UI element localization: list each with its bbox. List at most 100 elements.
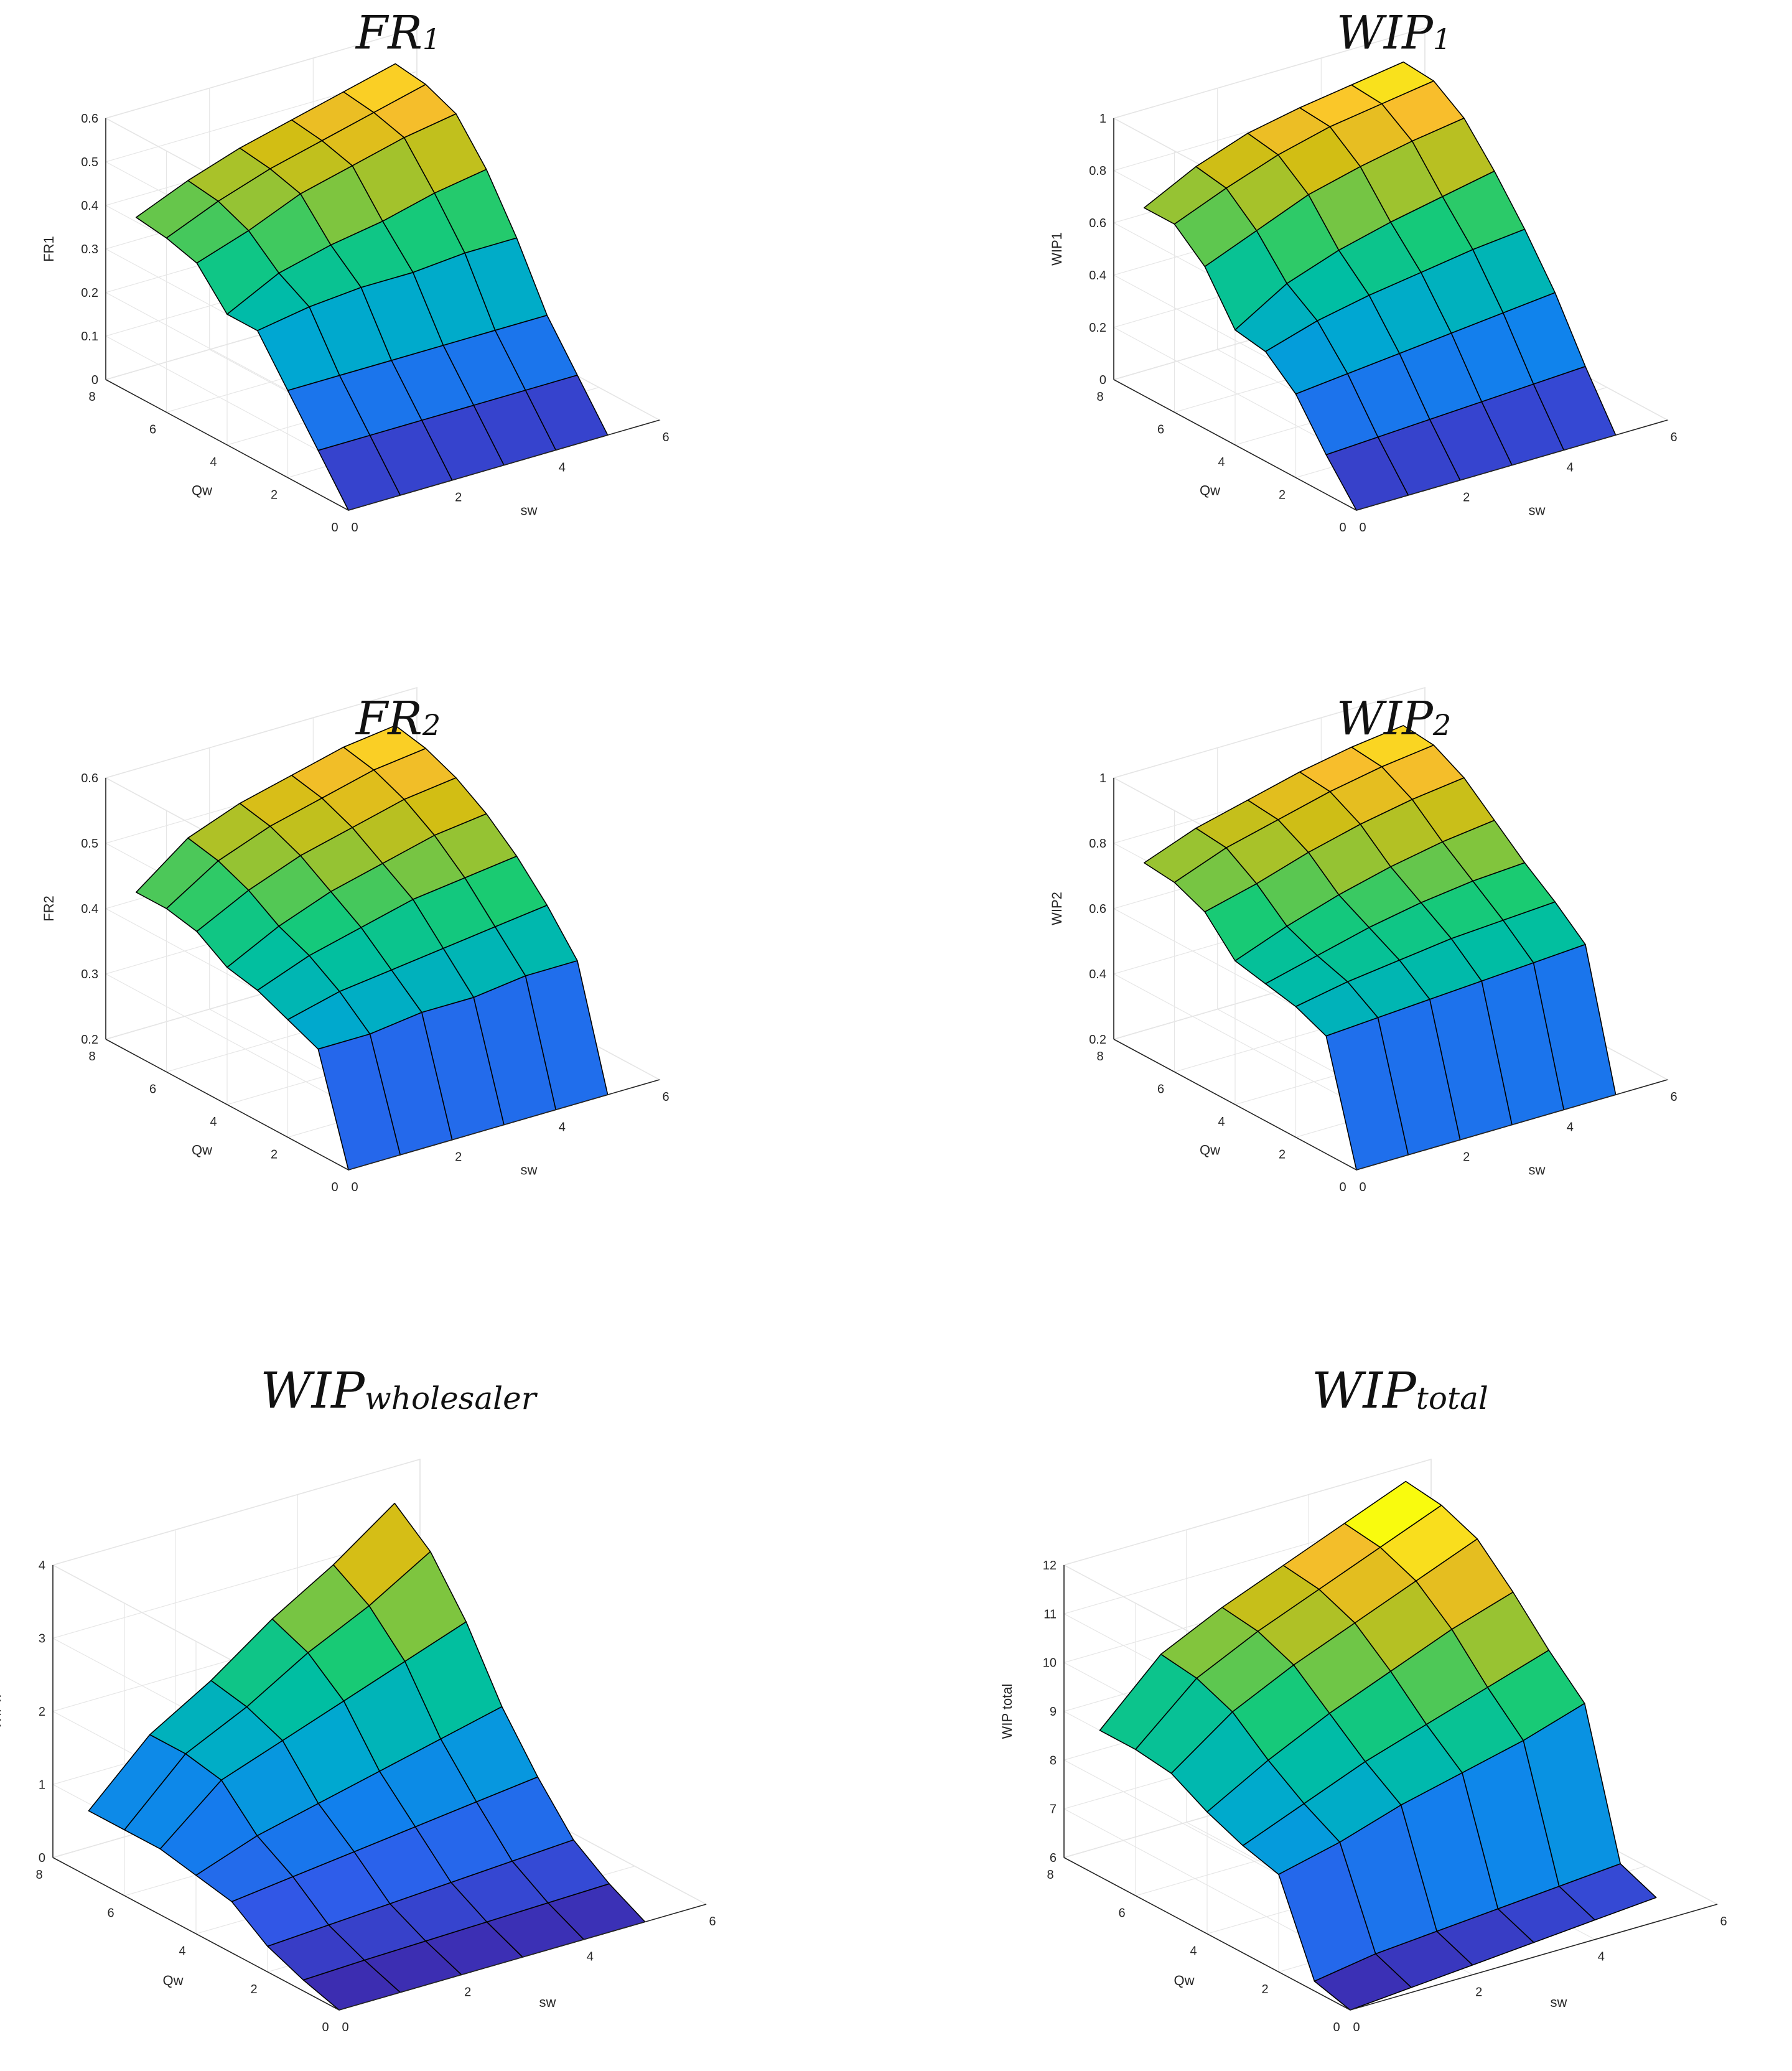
y-tick-label: 2 [1261,1983,1268,1996]
y-tick-label: 8 [35,1868,42,1882]
x-tick-label: 6 [1670,431,1677,444]
y-tick-label: 4 [1218,456,1225,469]
z-tick-label: 0 [91,373,98,387]
y-tick-label: 0 [1339,521,1346,535]
x-axis-label: sw [1529,503,1546,518]
chart-title: WIPtotal [1312,1362,1488,1419]
x-tick-label: 6 [1670,1090,1677,1104]
y-tick-label: 8 [88,1050,95,1064]
x-tick-label: 6 [662,1090,669,1104]
y-tick-label: 8 [1047,1868,1053,1882]
x-tick-label: 2 [1475,1985,1482,1999]
z-tick-label: 0.5 [81,837,98,851]
y-tick-label: 0 [322,2021,329,2034]
x-tick-label: 0 [1359,1180,1366,1194]
chart-title: WIPwholesaler [260,1362,538,1419]
x-axis-label: sw [539,1994,556,2010]
y-tick-label: 2 [250,1983,257,1996]
z-tick-label: 0 [1099,373,1106,387]
y-tick-label: 6 [107,1906,114,1920]
z-axis-label: WIP total [999,1684,1015,1739]
z-tick-label: 4 [39,1559,45,1573]
title-main: WIP [260,1362,365,1419]
x-tick-label: 0 [342,2021,348,2034]
y-axis-line [1113,1039,1357,1171]
y-axis-label: Qw [1200,1143,1220,1158]
z-tick-label: 11 [1043,1607,1057,1621]
chart-title: FR2 [355,692,441,746]
x-tick-label: 4 [1567,460,1574,474]
z-tick-label: 0.4 [81,199,98,213]
z-axis-label: WIP2 [1049,892,1065,925]
y-axis-line [105,379,349,511]
surface-patch [1559,1863,1657,1921]
x-tick-label: 2 [1463,491,1470,505]
x-tick-label: 0 [1359,521,1366,535]
title-main: WIP [1337,6,1434,60]
y-axis-line [52,1857,340,2011]
y-tick-label: 6 [149,1083,156,1096]
x-tick-label: 0 [1353,2021,1360,2034]
title-main: FR [355,692,422,746]
y-tick-label: 4 [210,1115,217,1129]
y-axis-line [1063,1857,1351,2011]
z-tick-label: 0.2 [1089,1033,1106,1047]
x-axis-line [1356,419,1668,511]
z-tick-label: 1 [39,1779,45,1792]
title-sub: 2 [422,708,441,742]
x-axis-label: sw [1551,1994,1567,2010]
title-sub: total [1416,1380,1488,1416]
z-axis-label: FR1 [41,236,57,262]
x-axis-line [1356,1079,1668,1171]
x-axis-line [348,1079,660,1171]
surface [136,63,609,511]
title-main: WIP [1337,692,1434,746]
z-tick-label: 7 [1050,1803,1057,1816]
x-tick-label: 2 [464,1985,471,1999]
y-tick-label: 0 [1333,2021,1340,2034]
y-tick-label: 4 [179,1945,185,1958]
y-axis-line [105,1039,349,1171]
z-tick-label: 0.2 [1089,321,1106,335]
y-tick-label: 6 [1118,1906,1125,1920]
x-tick-label: 6 [709,1915,716,1928]
z-tick-label: 0.6 [81,112,98,126]
z-tick-label: 0.4 [1089,269,1106,283]
x-axis-line [348,419,660,511]
surface [88,1502,646,2011]
y-tick-label: 6 [1157,423,1164,437]
chart-title: WIP1 [1337,6,1451,60]
title-sub: 1 [1433,22,1451,56]
y-tick-label: 2 [271,1148,278,1162]
x-axis-line [338,1904,707,2011]
y-axis-line [1113,379,1357,511]
surface [1144,725,1617,1171]
y-axis-label: Qw [1174,1973,1195,1988]
y-axis-label: Qw [1200,483,1220,498]
y-tick-label: 6 [1157,1083,1164,1096]
z-tick-label: 0.8 [1089,837,1106,851]
z-axis-label: WIP1 [1049,232,1065,266]
z-tick-label: 0 [39,1851,45,1865]
z-tick-label: 0.2 [81,1033,98,1047]
x-tick-label: 4 [559,460,566,474]
z-tick-label: 2 [39,1705,45,1719]
y-axis-label: Qw [192,483,212,498]
y-tick-label: 2 [271,489,278,502]
z-tick-label: 1 [1099,112,1106,126]
y-tick-label: 0 [1339,1180,1346,1194]
z-tick-label: 0.8 [1089,164,1106,178]
z-tick-label: 0.6 [1089,217,1106,230]
x-tick-label: 2 [455,1151,462,1164]
y-tick-label: 4 [1190,1945,1197,1958]
title-main: FR [355,6,422,60]
x-axis-label: sw [1529,1162,1546,1178]
y-tick-label: 8 [88,390,95,404]
y-tick-label: 4 [210,456,217,469]
y-tick-label: 0 [331,521,338,535]
